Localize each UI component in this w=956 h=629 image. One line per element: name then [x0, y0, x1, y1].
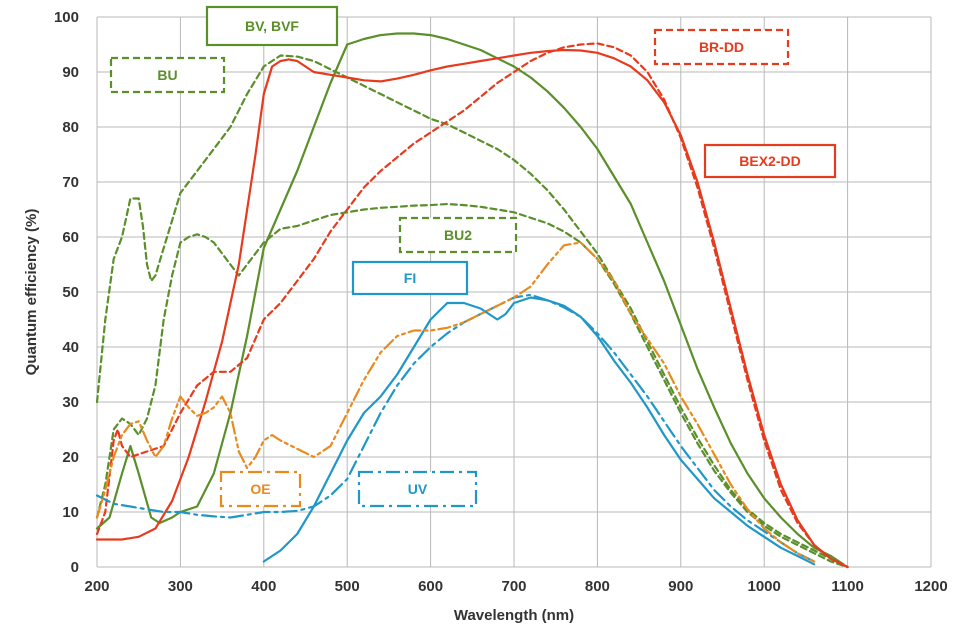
series-label-text: UV [408, 481, 428, 497]
series-line-fi [262, 296, 816, 566]
y-tick-label: 70 [62, 174, 79, 191]
y-tick-label: 80 [62, 119, 79, 136]
series-line-oe [95, 241, 816, 563]
y-tick-label: 60 [62, 229, 79, 246]
x-tick-label: 1200 [914, 578, 947, 595]
x-tick-label: 300 [168, 578, 193, 595]
series-line-bu2 [95, 202, 849, 569]
series-line-uv [95, 293, 816, 563]
x-axis-title: Wavelength (nm) [454, 607, 574, 624]
x-tick-label: 400 [251, 578, 276, 595]
series-label-bu: BU [109, 56, 226, 94]
y-tick-label: 10 [62, 504, 79, 521]
series-line-bu [95, 54, 849, 569]
series-lines [95, 32, 849, 569]
x-tick-label: 800 [585, 578, 610, 595]
series-label-box [219, 470, 302, 508]
y-axis-ticks: 0 10 20 30 40 50 60 70 80 90 100 [54, 9, 79, 576]
series-label-text: FI [404, 270, 416, 286]
series-label-box [357, 470, 478, 508]
series-label-bu2: BU2 [398, 216, 518, 254]
series-label-uv: UV [357, 470, 478, 508]
series-label-text: BEX2-DD [739, 153, 800, 169]
series-label-fi: FI [351, 260, 469, 296]
x-tick-label: 600 [418, 578, 443, 595]
x-tick-label: 700 [501, 578, 526, 595]
x-tick-label: 500 [335, 578, 360, 595]
series-label-box [205, 5, 339, 47]
x-tick-label: 1100 [831, 578, 864, 595]
series-label-text: BV, BVF [245, 18, 299, 34]
series-label-box [703, 143, 837, 179]
series-label-text: BR-DD [699, 39, 744, 55]
y-tick-label: 90 [62, 64, 79, 81]
y-tick-label: 100 [54, 9, 79, 26]
y-tick-label: 40 [62, 339, 79, 356]
y-axis-title: Quantum efficiency (%) [23, 209, 40, 376]
series-label-box [398, 216, 518, 254]
y-tick-label: 0 [71, 559, 79, 576]
series-labels: BV, BVF BU BR-DD BEX2-DD BU2 FI OE UV [109, 5, 837, 508]
series-line-bex2-dd [95, 48, 849, 569]
series-label-bv-bvf: BV, BVF [205, 5, 339, 47]
y-tick-label: 30 [62, 394, 79, 411]
series-label-text: BU [157, 67, 177, 83]
series-label-box [109, 56, 226, 94]
x-axis-ticks: 200 300 400 500 600 700 800 900 1000 1100 1200 [84, 578, 947, 595]
series-label-box [653, 28, 790, 66]
series-label-br-dd: BR-DD [653, 28, 790, 66]
series-label-bex2-dd: BEX2-DD [703, 143, 837, 179]
x-tick-label: 1000 [748, 578, 781, 595]
y-tick-label: 50 [62, 284, 79, 301]
series-label-text: BU2 [444, 227, 472, 243]
series-label-oe: OE [219, 470, 302, 508]
series-label-text: OE [250, 481, 270, 497]
series-label-box [351, 260, 469, 296]
x-tick-label: 900 [668, 578, 693, 595]
y-tick-label: 20 [62, 449, 79, 466]
x-tick-label: 200 [84, 578, 109, 595]
series-line-br-dd [95, 42, 849, 569]
